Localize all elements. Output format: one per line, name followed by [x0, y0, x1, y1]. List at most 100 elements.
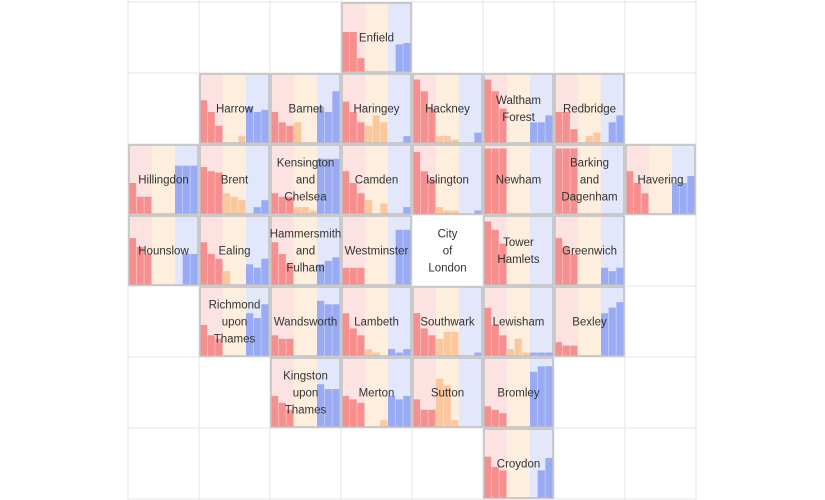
- bar-red: [499, 413, 507, 427]
- bar-red: [144, 196, 152, 214]
- bar-orange: [365, 125, 373, 143]
- band-orange: [436, 145, 459, 214]
- tile-richmond-upon-thames: Richmond upon Thames: [199, 286, 270, 357]
- bar-orange: [294, 122, 302, 143]
- tile-label: Ealing: [219, 246, 251, 258]
- tile-sutton: Sutton: [412, 357, 483, 428]
- bar-red: [420, 409, 428, 427]
- bar-orange: [436, 136, 444, 143]
- band-orange: [578, 216, 601, 285]
- tile-label-line: Greenwich: [562, 246, 617, 258]
- tile-label: Kingston upon Thames: [283, 371, 328, 417]
- bar-red: [215, 338, 223, 356]
- bar-blue: [324, 158, 332, 214]
- bar-blue: [190, 165, 198, 214]
- tile-label-line: Sutton: [431, 388, 464, 400]
- tile-label-line: Hounslow: [138, 246, 189, 258]
- tile-label-line: Thames: [285, 405, 327, 417]
- band-blue: [530, 287, 553, 356]
- tile-label-line: Havering: [637, 175, 683, 187]
- tile-label: Havering: [637, 175, 683, 187]
- tile-label: Sutton: [431, 388, 464, 400]
- tile-label-line: Lewisham: [493, 317, 545, 329]
- tile-kensington-and-chelsea: Kensington and Chelsea: [270, 144, 341, 215]
- bar-red: [215, 258, 223, 285]
- bar-orange: [436, 378, 444, 427]
- tile-newham: Newham: [483, 144, 554, 215]
- band-blue: [388, 74, 411, 143]
- tile-label-line: of: [443, 246, 453, 258]
- bar-blue: [317, 300, 325, 356]
- bar-red: [349, 267, 357, 285]
- bar-blue: [616, 302, 624, 356]
- band-orange: [507, 429, 530, 498]
- bar-blue: [332, 158, 340, 214]
- bar-red: [144, 253, 152, 285]
- tile-label: Southwark: [420, 317, 475, 329]
- bar-blue: [545, 366, 553, 427]
- band-orange: [365, 287, 388, 356]
- bar-red: [278, 122, 286, 143]
- bar-blue: [388, 395, 396, 427]
- bar-blue: [403, 395, 411, 427]
- bar-blue: [608, 307, 616, 356]
- tile-label-line: Hammersmith: [270, 229, 342, 241]
- bar-blue: [253, 267, 261, 285]
- tile-label: Kensington and Chelsea: [277, 158, 335, 204]
- bar-red: [555, 342, 563, 356]
- band-orange: [223, 216, 246, 285]
- tile-bromley: Bromley: [483, 357, 554, 428]
- tile-label-line: Hackney: [425, 104, 470, 116]
- tile-barking-and-dagenham: Barking and Dagenham: [554, 144, 625, 215]
- bar-blue: [182, 165, 190, 214]
- bar-blue: [672, 182, 680, 214]
- bar-red: [207, 253, 215, 285]
- bar-red: [271, 335, 279, 356]
- band-red: [555, 287, 578, 356]
- tile-greenwich: Greenwich: [554, 215, 625, 286]
- band-orange: [294, 216, 317, 285]
- bar-blue: [679, 182, 687, 214]
- bar-red: [215, 172, 223, 214]
- bar-blue: [545, 115, 553, 143]
- tile-hillingdon: Hillingdon: [128, 144, 199, 215]
- tile-label: Islington: [426, 175, 469, 187]
- tile-label-line: Islington: [426, 175, 469, 187]
- tile-label-line: Richmond: [209, 300, 261, 312]
- bar-red: [413, 399, 421, 427]
- tile-label-line: Westminster: [345, 246, 409, 258]
- tile-tower-hamlets: Tower Hamlets: [483, 215, 554, 286]
- bar-blue: [261, 109, 269, 143]
- tile-city-of-london: City of London: [428, 229, 466, 275]
- bar-orange: [451, 139, 459, 143]
- bar-red: [484, 148, 492, 214]
- band-orange: [365, 3, 388, 72]
- bar-red: [491, 229, 499, 285]
- bar-red: [499, 148, 507, 214]
- bar-orange: [593, 132, 601, 143]
- bar-red: [499, 108, 507, 143]
- bar-red: [484, 456, 492, 498]
- bar-red: [278, 196, 286, 214]
- band-orange: [507, 287, 530, 356]
- tile-border: [270, 286, 341, 357]
- tile-camden: Camden: [341, 144, 412, 215]
- bar-blue: [324, 389, 332, 427]
- bar-blue: [190, 253, 198, 285]
- tile-border: [199, 286, 270, 357]
- bar-orange: [380, 203, 388, 214]
- bar-blue: [317, 158, 325, 214]
- tile-border: [270, 215, 341, 286]
- band-orange: [223, 287, 246, 356]
- bar-orange: [223, 193, 231, 214]
- bar-red: [413, 151, 421, 214]
- tile-border: [554, 215, 625, 286]
- tile-label: Greenwich: [562, 246, 617, 258]
- tile-kingston-upon-thames: Kingston upon Thames: [270, 357, 341, 428]
- tile-harrow: Harrow: [199, 73, 270, 144]
- tile-label: Newham: [496, 175, 541, 187]
- tile-waltham-forest: Waltham Forest: [483, 73, 554, 144]
- tile-border: [341, 144, 412, 215]
- bar-red: [626, 171, 634, 214]
